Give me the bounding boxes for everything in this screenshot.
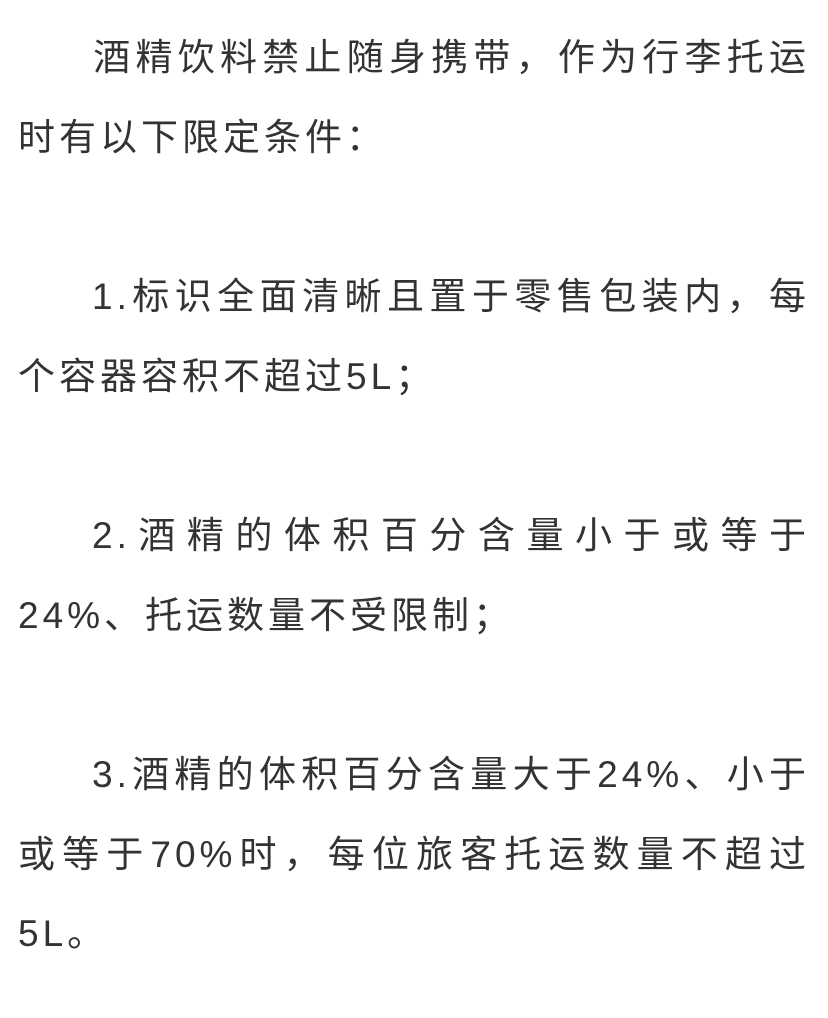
- paragraph-item-1: 1.标识全面清晰且置于零售包装内，每个容器容积不超过5L；: [18, 257, 810, 416]
- paragraph-item-2: 2.酒精的体积百分含量小于或等于24%、托运数量不受限制；: [18, 496, 810, 655]
- document-body: 酒精饮料禁止随身携带，作为行李托运时有以下限定条件： 1.标识全面清晰且置于零售…: [18, 18, 810, 974]
- paragraph-item-3: 3.酒精的体积百分含量大于24%、小于或等于70%时，每位旅客托运数量不超过5L…: [18, 735, 810, 974]
- paragraph-text: 3.酒精的体积百分含量大于24%、小于或等于70%时，每位旅客托运数量不超过5L…: [18, 754, 810, 954]
- paragraph-text: 酒精饮料禁止随身携带，作为行李托运时有以下限定条件：: [18, 37, 810, 158]
- paragraph-intro: 酒精饮料禁止随身携带，作为行李托运时有以下限定条件：: [18, 18, 810, 177]
- paragraph-text: 1.标识全面清晰且置于零售包装内，每个容器容积不超过5L；: [18, 276, 810, 397]
- paragraph-text: 2.酒精的体积百分含量小于或等于24%、托运数量不受限制；: [18, 515, 810, 636]
